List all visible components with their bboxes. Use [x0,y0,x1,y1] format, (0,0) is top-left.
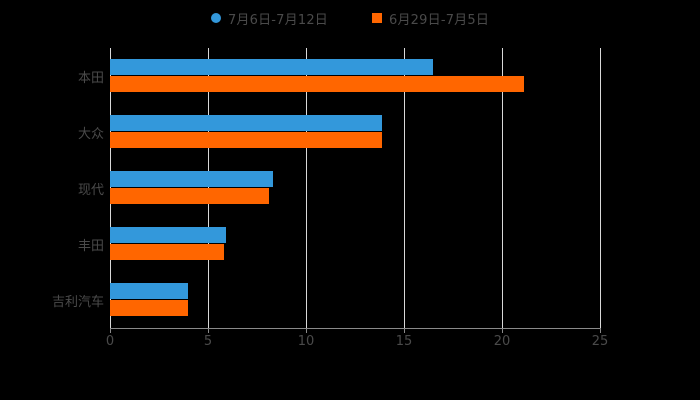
bar-0[interactable] [110,171,273,187]
x-tick-2 [306,328,307,333]
gridline-x-3 [404,48,405,328]
legend-swatch-icon-series-0 [210,13,221,23]
x-tick-label: 10 [297,334,315,349]
bar-1[interactable] [110,300,189,316]
bar-1[interactable] [110,188,269,204]
x-tick-0 [110,328,111,333]
y-axis-label: 吉利汽车 [51,295,104,310]
bar-group [110,272,600,328]
x-tick-label: 5 [203,334,213,349]
bar-group [110,48,600,104]
legend-label-series-1: 6月29日-7月5日 [389,12,490,28]
bar-1[interactable] [110,132,383,148]
bar-group [110,160,600,216]
legend-item-series-0[interactable]: 7月6日-7月12日 [210,9,328,28]
bar-0[interactable] [110,59,434,75]
y-axis-label: 丰田 [77,239,104,254]
y-axis-label: 大众 [77,127,104,142]
y-axis-label: 现代 [77,183,104,198]
x-tick-label: 25 [591,334,609,349]
x-tick-4 [502,328,503,333]
x-tick-1 [208,328,209,333]
x-tick-3 [404,328,405,333]
bar-0[interactable] [110,283,189,299]
x-tick-label: 20 [493,334,511,349]
x-tick-label: 15 [395,334,413,349]
bar-group [110,216,600,272]
plot-area [110,48,601,328]
legend-swatch-icon-series-1 [372,13,382,23]
bar-1[interactable] [110,244,224,260]
gridline-x-4 [502,48,503,328]
bar-group [110,104,600,160]
y-axis-label: 本田 [77,71,104,86]
legend-item-series-1[interactable]: 6月29日-7月5日 [372,9,489,28]
x-tick-label: 0 [105,334,115,349]
gridline-x-2 [306,48,307,328]
legend-label-series-0: 7月6日-7月12日 [227,12,328,28]
bar-1[interactable] [110,76,524,92]
chart-legend: 7月6日-7月12日 6月29日-7月5日 [0,6,700,30]
bar-0[interactable] [110,115,383,131]
bar-0[interactable] [110,227,226,243]
x-tick-5 [600,328,601,333]
gridline-x-5 [600,48,601,328]
x-axis-line [110,328,601,329]
